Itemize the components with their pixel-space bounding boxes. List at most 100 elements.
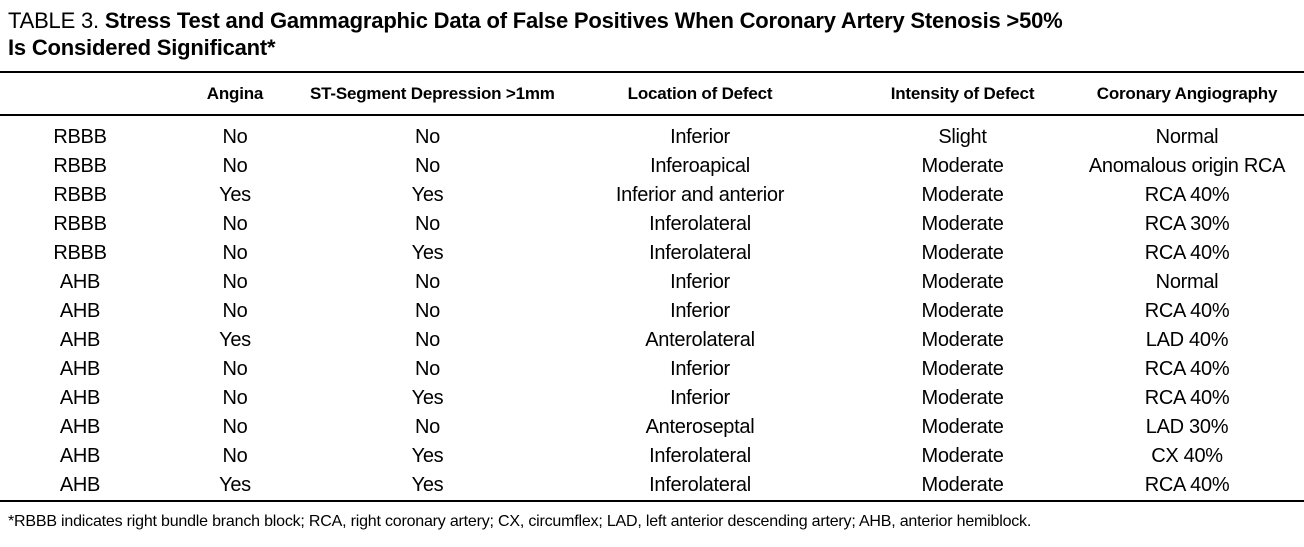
angina-cell: No bbox=[222, 445, 248, 467]
location-cell: Inferolateral bbox=[649, 445, 751, 467]
intensity-cell: Moderate bbox=[921, 329, 1004, 351]
angiography-cell: LAD 40% bbox=[1145, 329, 1229, 351]
angina-cell: No bbox=[222, 416, 248, 438]
st-segment-cell: No bbox=[415, 329, 440, 351]
table-title-text-line2: Is Considered Significant* bbox=[8, 35, 276, 60]
st-segment-cell: No bbox=[415, 300, 440, 322]
angiography-cell: LAD 30% bbox=[1145, 416, 1229, 438]
angina-cell: No bbox=[222, 300, 248, 322]
angina-cell: No bbox=[222, 126, 248, 148]
table-title-text-line1: Stress Test and Gammagraphic Data of Fal… bbox=[104, 8, 1063, 33]
table-number-label: TABLE 3. bbox=[8, 8, 99, 33]
location-cell: Anteroseptal bbox=[645, 416, 755, 438]
row-label-cell: RBBB bbox=[53, 242, 107, 264]
data-table: Angina ST-Segment Depression >1mm Locati… bbox=[0, 73, 1304, 502]
table-row: AHB Yes No Anterolateral Moderate LAD 40… bbox=[0, 326, 1304, 355]
row-label-cell: RBBB bbox=[53, 184, 107, 206]
table-row: AHB No No Inferior Moderate RCA 40% bbox=[0, 355, 1304, 384]
st-segment-cell: No bbox=[415, 155, 440, 177]
table-title: TABLE 3. Stress Test and Gammagraphic Da… bbox=[0, 0, 1304, 61]
row-label-cell: RBBB bbox=[53, 126, 107, 148]
intensity-cell: Moderate bbox=[921, 155, 1004, 177]
row-label-cell: AHB bbox=[59, 329, 101, 351]
table-row: RBBB No No Inferoapical Moderate Anomalo… bbox=[0, 152, 1304, 181]
angiography-cell: Normal bbox=[1155, 271, 1219, 293]
row-label-cell: AHB bbox=[59, 474, 101, 496]
column-header-intensity: Intensity of Defect bbox=[855, 73, 1070, 116]
table-header: Angina ST-Segment Depression >1mm Locati… bbox=[0, 73, 1304, 116]
intensity-cell: Moderate bbox=[921, 474, 1004, 496]
row-label-cell: RBBB bbox=[53, 213, 107, 235]
column-header-angiography: Coronary Angiography bbox=[1070, 73, 1304, 116]
angina-cell: No bbox=[222, 242, 248, 264]
column-header-angina: Angina bbox=[160, 73, 310, 116]
st-segment-cell: Yes bbox=[411, 387, 444, 409]
table-row: AHB Yes Yes Inferolateral Moderate RCA 4… bbox=[0, 471, 1304, 501]
table-body: RBBB No No Inferior Slight Normal RBBB N… bbox=[0, 115, 1304, 501]
st-segment-cell: No bbox=[415, 126, 440, 148]
table-footnote: *RBBB indicates right bundle branch bloc… bbox=[8, 513, 1032, 530]
table-row: AHB No Yes Inferior Moderate RCA 40% bbox=[0, 384, 1304, 413]
location-cell: Inferolateral bbox=[649, 474, 751, 496]
st-segment-cell: Yes bbox=[411, 474, 444, 496]
angiography-cell: RCA 30% bbox=[1144, 213, 1230, 235]
angiography-cell: RCA 40% bbox=[1144, 242, 1230, 264]
table-row: RBBB Yes Yes Inferior and anterior Moder… bbox=[0, 181, 1304, 210]
angina-cell: No bbox=[222, 387, 248, 409]
location-cell: Inferolateral bbox=[649, 242, 751, 264]
intensity-cell: Moderate bbox=[921, 242, 1004, 264]
table-row: RBBB No No Inferior Slight Normal bbox=[0, 115, 1304, 152]
location-cell: Inferoapical bbox=[650, 155, 750, 177]
angiography-cell: Anomalous origin RCA bbox=[1088, 155, 1286, 177]
intensity-cell: Moderate bbox=[921, 416, 1004, 438]
intensity-cell: Moderate bbox=[921, 358, 1004, 380]
angina-cell: Yes bbox=[219, 184, 251, 206]
st-segment-cell: No bbox=[415, 271, 440, 293]
column-header-st-segment: ST-Segment Depression >1mm bbox=[310, 73, 555, 116]
angina-cell: No bbox=[222, 271, 248, 293]
table-row: RBBB No No Inferolateral Moderate RCA 30… bbox=[0, 210, 1304, 239]
location-cell: Inferior bbox=[670, 300, 730, 322]
st-segment-cell: No bbox=[415, 213, 440, 235]
st-segment-cell: No bbox=[415, 358, 440, 380]
intensity-cell: Moderate bbox=[921, 213, 1004, 235]
st-segment-cell: Yes bbox=[411, 184, 444, 206]
row-label-cell: AHB bbox=[59, 300, 101, 322]
st-segment-cell: Yes bbox=[411, 445, 444, 467]
table-row: AHB No Yes Inferolateral Moderate CX 40% bbox=[0, 442, 1304, 471]
row-label-cell: AHB bbox=[59, 416, 101, 438]
location-cell: Inferior bbox=[670, 271, 730, 293]
angiography-cell: RCA 40% bbox=[1144, 387, 1230, 409]
st-segment-cell: Yes bbox=[411, 242, 444, 264]
table-row: AHB No No Inferior Moderate RCA 40% bbox=[0, 297, 1304, 326]
location-cell: Anterolateral bbox=[645, 329, 755, 351]
row-label-cell: AHB bbox=[59, 358, 101, 380]
angiography-cell: Normal bbox=[1155, 126, 1219, 148]
angiography-cell: RCA 40% bbox=[1144, 358, 1230, 380]
table-row: AHB No No Anteroseptal Moderate LAD 30% bbox=[0, 413, 1304, 442]
angiography-cell: CX 40% bbox=[1151, 445, 1223, 467]
angina-cell: Yes bbox=[219, 474, 251, 496]
location-cell: Inferior and anterior bbox=[615, 184, 785, 206]
intensity-cell: Moderate bbox=[921, 271, 1004, 293]
angina-cell: Yes bbox=[219, 329, 251, 351]
top-rule-divider bbox=[0, 71, 1304, 73]
row-label-cell: RBBB bbox=[53, 155, 107, 177]
intensity-cell: Slight bbox=[938, 126, 987, 148]
location-cell: Inferior bbox=[670, 387, 730, 409]
intensity-cell: Moderate bbox=[921, 445, 1004, 467]
angiography-cell: RCA 40% bbox=[1144, 300, 1230, 322]
location-cell: Inferior bbox=[670, 358, 730, 380]
st-segment-cell: No bbox=[415, 416, 440, 438]
angiography-cell: RCA 40% bbox=[1144, 474, 1230, 496]
row-label-cell: AHB bbox=[59, 445, 101, 467]
location-cell: Inferolateral bbox=[649, 213, 751, 235]
angina-cell: No bbox=[222, 155, 248, 177]
column-header-location: Location of Defect bbox=[545, 73, 855, 116]
angiography-cell: RCA 40% bbox=[1144, 184, 1230, 206]
angina-cell: No bbox=[222, 358, 248, 380]
row-label-cell: AHB bbox=[59, 271, 101, 293]
intensity-cell: Moderate bbox=[921, 387, 1004, 409]
table-row: RBBB No Yes Inferolateral Moderate RCA 4… bbox=[0, 239, 1304, 268]
